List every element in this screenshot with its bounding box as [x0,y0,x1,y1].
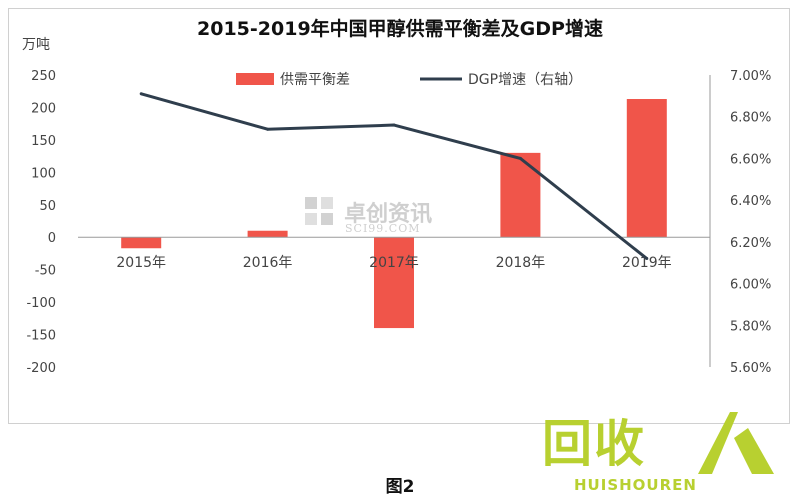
category-label: 2018年 [496,255,546,271]
watermark-logo-icon [305,197,335,227]
chart-svg: 250 200 150 100 50 0 -50 -100 -150 -200 7.00% 6.80%… [26,69,771,376]
left-axis-unit: 万吨 [22,37,50,53]
category-label: 2017年 [369,255,419,271]
gdp-point [139,92,143,96]
category-label: 2016年 [243,255,293,271]
figure-caption: 图2 [385,477,415,497]
left-tick-label: 250 [31,69,56,84]
category-label: 2019年 [622,255,672,271]
left-tick-label: -200 [26,361,56,376]
logo-mark-icon [698,412,774,474]
gdp-point [645,257,649,261]
gdp-point [392,123,396,127]
right-tick-label: 6.40% [730,194,771,209]
huishouren-logo: 回收 HUISHOUREN [540,402,790,498]
legend-swatch-bar [236,73,274,85]
bar [121,237,162,249]
left-tick-label: 0 [48,231,56,246]
gdp-point [266,127,270,131]
right-tick-label: 6.00% [730,278,771,293]
right-tick-label: 6.60% [730,152,771,167]
logo-text-en: HUISHOUREN [574,476,697,494]
left-tick-label: 150 [31,134,56,149]
chart-title: 2015-2019年中国甲醇供需平衡差及GDP增速 [197,18,603,40]
left-tick-label: 50 [39,199,56,214]
logo-text-cn: 回收 [542,415,646,473]
right-tick-label: 5.80% [730,319,771,334]
watermark-cn: 卓创资讯 [344,202,433,227]
gdp-point [518,156,522,160]
bar [500,152,541,238]
right-tick-label: 5.60% [730,361,771,376]
left-tick-label: -100 [26,296,56,311]
right-tick-label: 6.80% [730,111,771,126]
left-tick-label: 100 [31,166,56,181]
category-label: 2015年 [116,255,166,271]
left-tick-label: 200 [31,101,56,116]
legend-label-bar: 供需平衡差 [280,72,350,88]
left-tick-label: -50 [35,264,56,279]
right-tick-label: 6.20% [730,236,771,251]
bar [374,237,414,329]
bar [626,99,667,238]
watermark-en: SCI99.COM [345,222,421,235]
right-tick-label: 7.00% [730,69,771,84]
bar [247,230,288,238]
left-tick-label: -150 [26,329,56,344]
legend-label-line: DGP增速（右轴） [468,72,582,88]
watermark: 卓创资讯 SCI99.COM [305,196,433,235]
